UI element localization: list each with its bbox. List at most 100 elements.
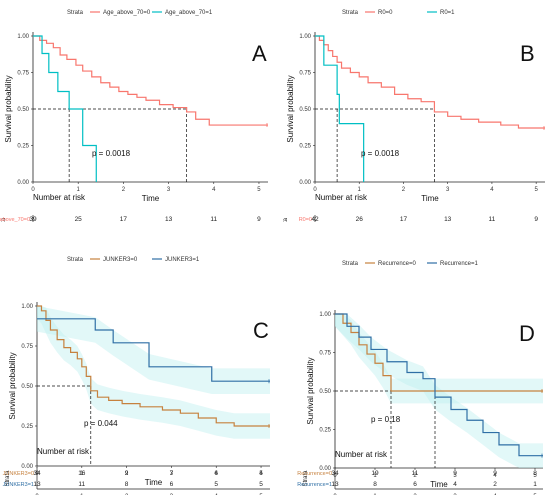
panel-b: Strata R0=0 R0=1 B 0.00 0.25 0.50 0.75 1.00 0 1 2 3 4… xyxy=(275,0,550,264)
risk-table-cell: 11 xyxy=(78,481,85,488)
risk-table-cell: 8 xyxy=(533,470,537,477)
y-tick-label: 0.00 xyxy=(17,180,29,186)
y-tick-label: 0.50 xyxy=(319,389,331,395)
risk-table-cell: 9 xyxy=(493,470,497,477)
risk-table-cell: 34 xyxy=(33,470,41,477)
y-tick-label: 0.50 xyxy=(21,384,33,390)
panel-d: Strata Recurrence=0 Recurrence=1 D 0.00 0.25 0… xyxy=(275,248,550,500)
p-value-label: p = 0.044 xyxy=(84,419,118,428)
y-tick-label: 0.75 xyxy=(319,351,331,357)
y-tick-label: 0.00 xyxy=(299,180,311,186)
panel-letter: B xyxy=(520,41,535,66)
x-tick-label: 5 xyxy=(259,471,263,477)
panel-letter: A xyxy=(252,41,267,66)
x-axis-label: Time xyxy=(430,480,448,489)
risk-table-cell: 8 xyxy=(373,481,377,488)
risk-table-y-label: Strata xyxy=(283,217,289,222)
y-tick-label: 0.25 xyxy=(21,424,33,430)
survival-curve-r0-1 xyxy=(315,35,365,182)
legend-entry-recurrence-1: Recurrence=1 xyxy=(440,261,479,267)
risk-table-cell: 25 xyxy=(75,216,83,222)
panel-letter: C xyxy=(253,318,269,343)
y-tick-label: 1.00 xyxy=(299,34,311,40)
x-axis-label: Time xyxy=(421,194,439,203)
risk-table-cell: 4 xyxy=(259,470,263,477)
y-tick-label: 0.25 xyxy=(319,428,331,434)
x-tick-label: 2 xyxy=(122,187,126,193)
risk-table-cell: 13 xyxy=(33,481,41,488)
legend-title: Strata xyxy=(342,261,359,267)
risk-table-row-label: Recurrence=1 xyxy=(297,482,332,488)
kaplan-meier-panel-c: Strata JUNKER3=0 JUNKER3=1C0.000.250.500.7… xyxy=(3,257,270,500)
risk-table-cell: 13 xyxy=(165,216,173,222)
panel-letter: D xyxy=(519,321,535,346)
y-tick-label: 0.75 xyxy=(17,71,29,77)
y-tick-label: 0.00 xyxy=(21,464,33,470)
risk-table-title: Number at risk xyxy=(37,447,90,456)
risk-table-row-label: JUNKER3=0 xyxy=(3,471,34,477)
risk-table-cell: 2 xyxy=(493,481,497,488)
risk-table-cell: 5 xyxy=(214,481,218,488)
risk-table-title: Number at risk xyxy=(315,193,368,202)
risk-table-cell: 7 xyxy=(170,470,174,477)
risk-table-cell: 8 xyxy=(125,481,129,488)
panel-a: Strata Age_above_70=0 Age_above_70=1 A 0.00 0… xyxy=(0,0,275,264)
risk-table-cell: 4 xyxy=(453,481,457,488)
legend-entry-r0-0: R0=0 xyxy=(378,10,393,16)
x-axis-label: Time xyxy=(142,194,160,203)
x-axis-label: Time xyxy=(145,478,163,487)
risk-table-row-label: R0=0 xyxy=(299,217,312,222)
legend-entry-age-above-70-0: Age_above_70=0 xyxy=(103,10,151,16)
x-tick-label: 1 xyxy=(358,187,362,193)
risk-table-cell: 17 xyxy=(120,216,128,222)
x-tick-label: 4 xyxy=(215,471,219,477)
risk-table-cell: 19 xyxy=(371,470,379,477)
y-tick-label: 0.50 xyxy=(299,107,311,113)
risk-table-cell: 16 xyxy=(78,470,86,477)
legend-entry-r0-1: R0=1 xyxy=(440,10,455,16)
y-axis-label: Survival probability xyxy=(286,75,295,142)
risk-table-y-label: Strata xyxy=(5,470,11,487)
risk-table-cell: 6 xyxy=(170,481,174,488)
risk-table-cell: 11 xyxy=(412,470,419,477)
x-tick-label: 3 xyxy=(170,471,174,477)
x-tick-label: 4 xyxy=(493,473,497,479)
p-value-label: p = 0.0018 xyxy=(361,149,400,158)
x-tick-label: 5 xyxy=(257,187,261,193)
survival-curve-junker3-0 xyxy=(37,305,270,427)
x-tick-label: 5 xyxy=(533,473,537,479)
survival-curve-age-above-70-0 xyxy=(33,35,268,126)
x-tick-label: 1 xyxy=(77,187,81,193)
y-tick-label: 1.00 xyxy=(21,304,33,310)
legend-title: Strata xyxy=(342,10,359,16)
risk-table-cell: 9 xyxy=(257,216,261,222)
x-tick-label: 2 xyxy=(413,473,417,479)
y-axis-label: Survival probability xyxy=(8,352,17,419)
y-tick-label: 1.00 xyxy=(17,34,29,40)
legend-title: Strata xyxy=(67,10,84,16)
survival-curve-junker3-1 xyxy=(37,318,270,382)
risk-table-cell: 13 xyxy=(331,481,339,488)
risk-table-cell: 9 xyxy=(534,216,538,222)
x-tick-label: 4 xyxy=(212,187,216,193)
risk-table-cell: 1 xyxy=(533,481,537,488)
y-tick-label: 1.00 xyxy=(319,312,331,318)
risk-table-cell: 13 xyxy=(444,216,452,222)
p-value-label: p = 0.0018 xyxy=(92,149,131,158)
panel-c: Strata JUNKER3=0 JUNKER3=1 C 0.00 0.25 0.50 0.7… xyxy=(0,248,275,500)
x-tick-label: 4 xyxy=(490,187,494,193)
risk-table-cell: 11 xyxy=(210,216,217,222)
risk-table-title: Number at risk xyxy=(335,450,388,459)
p-value-label: p = 0.18 xyxy=(371,415,401,424)
survival-curve-r0-0 xyxy=(315,35,545,129)
x-tick-label: 5 xyxy=(534,187,538,193)
x-tick-label: 0 xyxy=(31,187,35,193)
y-tick-label: 0.00 xyxy=(319,466,331,472)
y-tick-label: 0.25 xyxy=(17,144,29,150)
risk-table-cell: 6 xyxy=(214,470,218,477)
confidence-band-recurrence-0 xyxy=(335,314,543,404)
y-axis-label: Survival probability xyxy=(4,75,13,142)
risk-table-cell: 34 xyxy=(331,470,339,477)
risk-table-cell: 39 xyxy=(29,216,37,222)
x-tick-label: 3 xyxy=(446,187,450,193)
